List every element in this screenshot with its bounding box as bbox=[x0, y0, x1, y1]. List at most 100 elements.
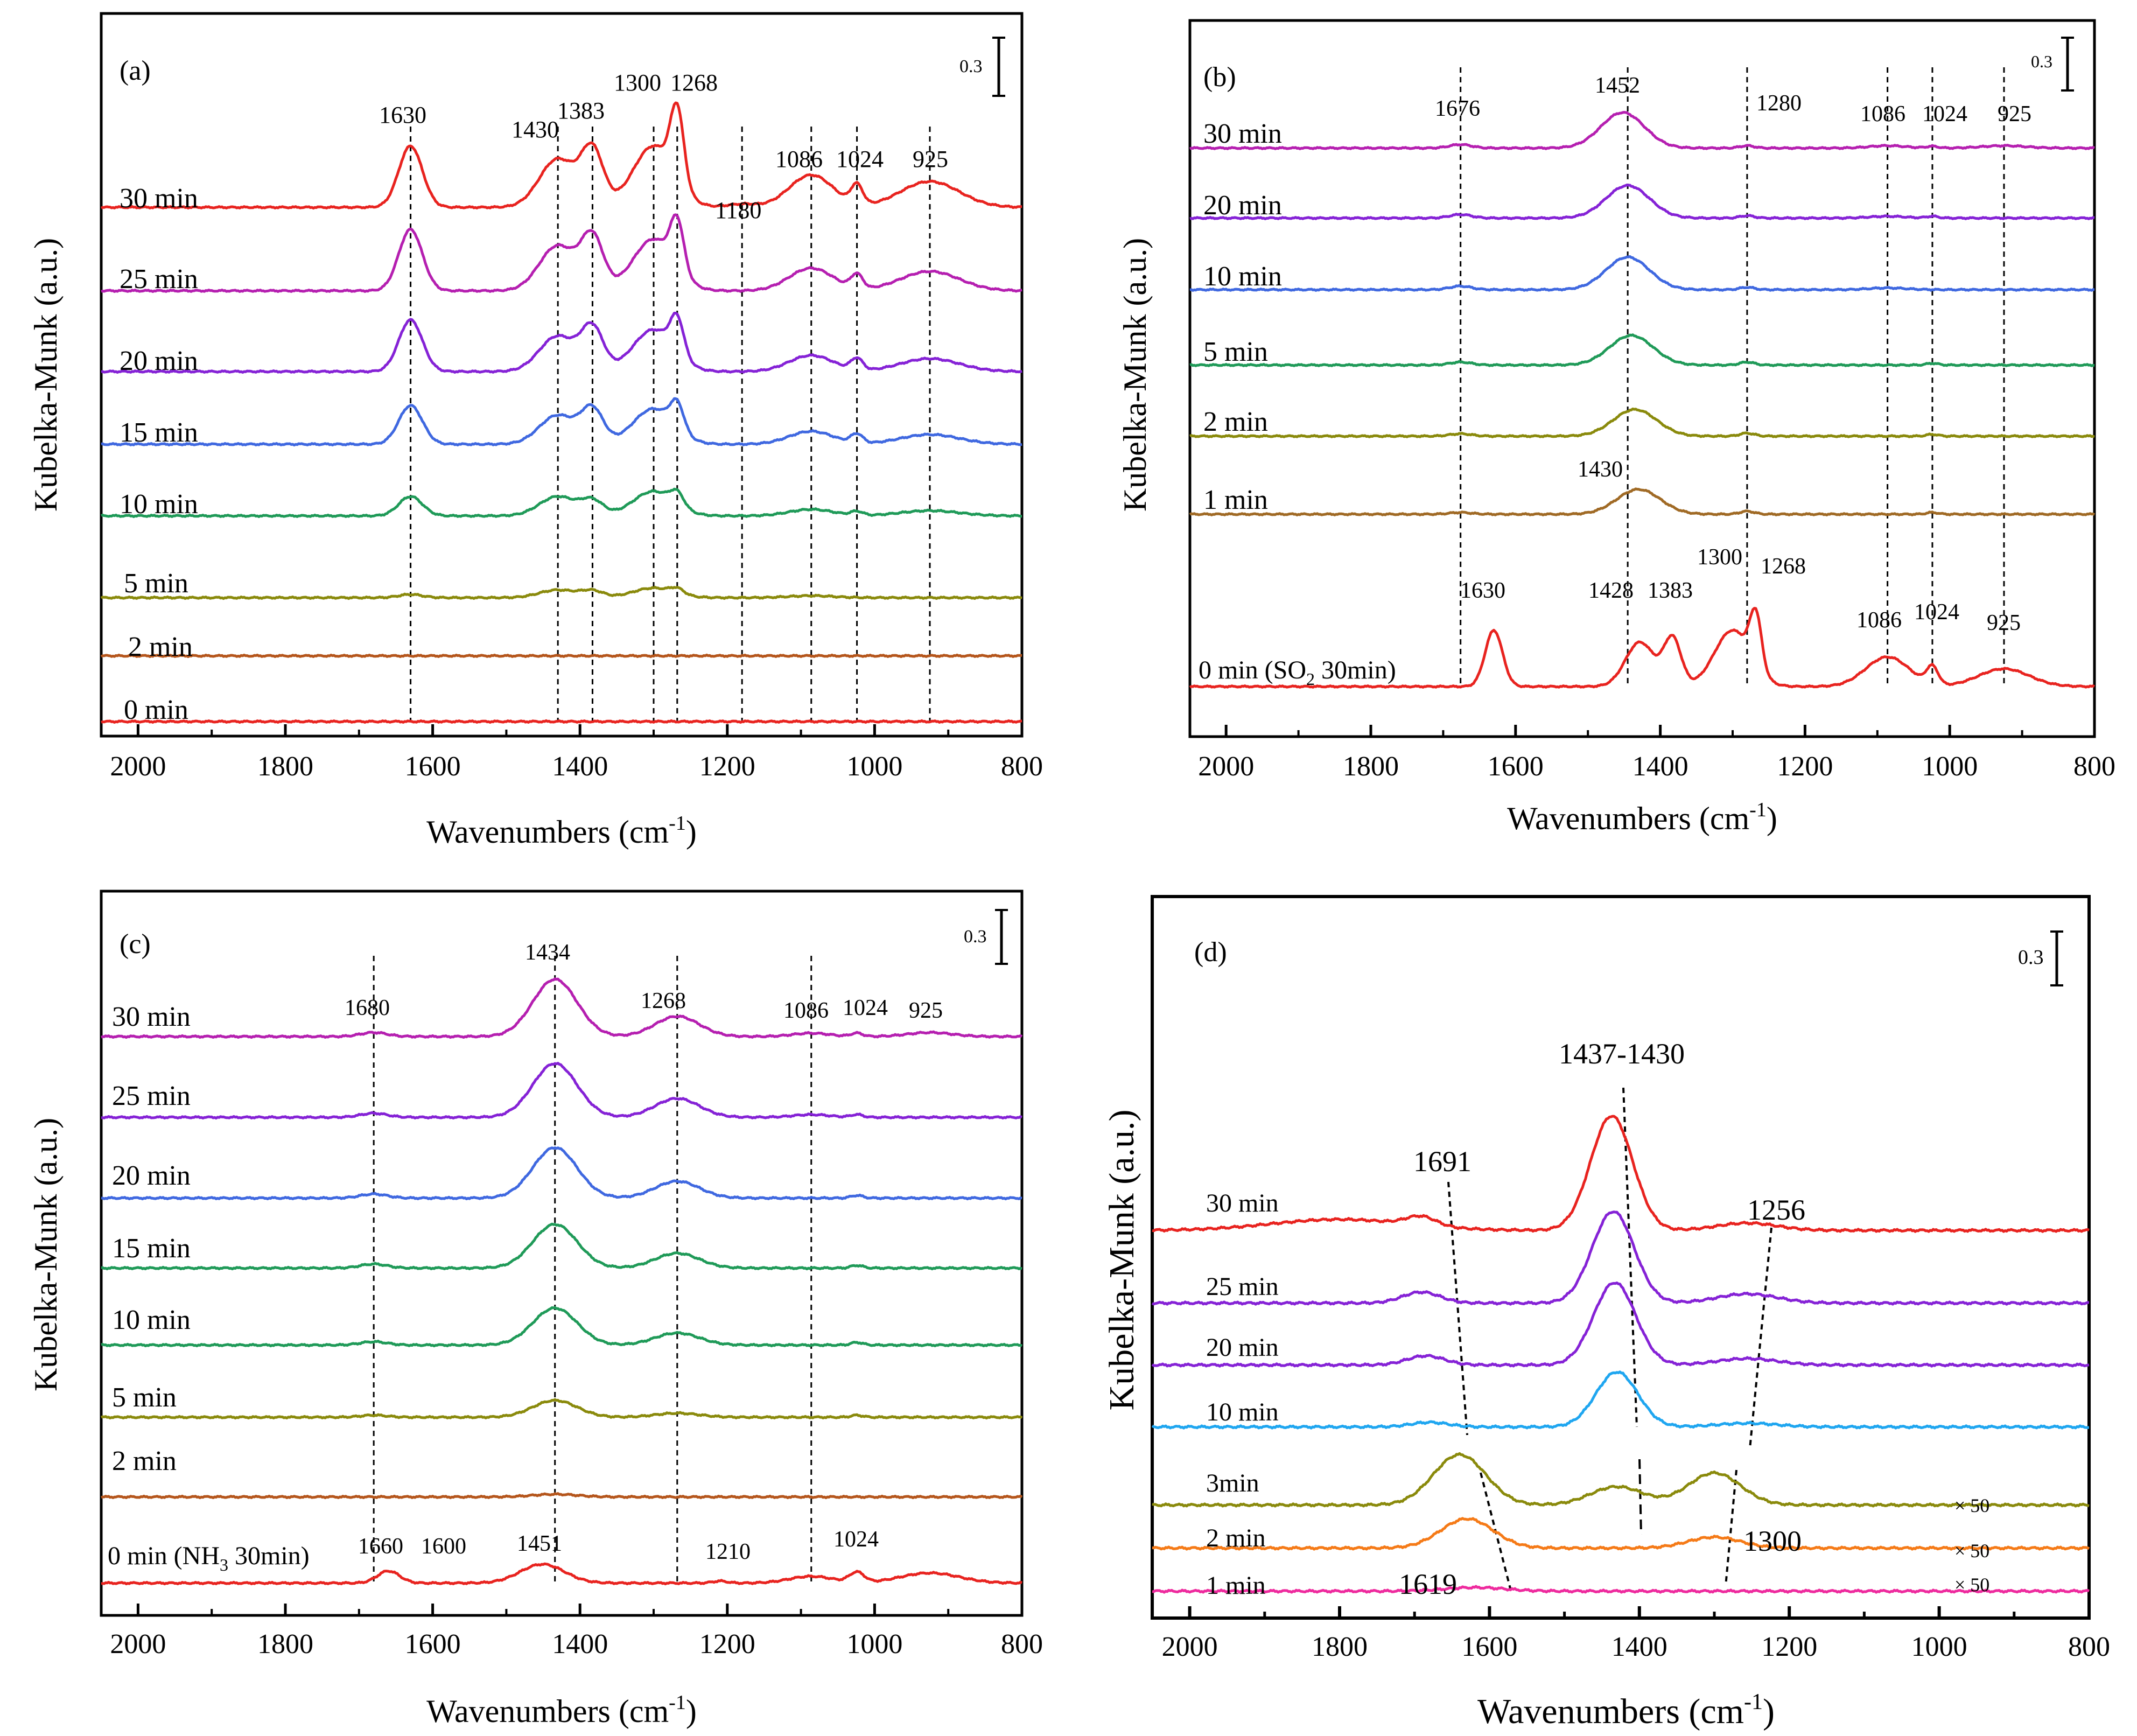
spectrum-15-min-a bbox=[101, 397, 1022, 447]
scale-bar-label-c: 0.3 bbox=[964, 927, 987, 947]
x-axis-title-a: Wavenumbers (cm-1) bbox=[426, 812, 697, 850]
legend-20min-a: 20 min bbox=[120, 346, 198, 376]
x-tick-label-1400-d: 1400 bbox=[1611, 1632, 1667, 1662]
legend-2min-a: 2 min bbox=[128, 632, 193, 662]
x-tick-label-1400-b: 1400 bbox=[1632, 751, 1688, 782]
y-axis-title-c: Kubelka-Munk (a.u.) bbox=[28, 1118, 64, 1391]
peak-label-1086-b0: 1086 bbox=[1856, 608, 1902, 633]
x-tick-label-1600-c: 1600 bbox=[405, 1629, 461, 1660]
spectrum-2-min-b bbox=[1189, 407, 2095, 438]
spectrum-2-min-d bbox=[1152, 1517, 2090, 1551]
x-tick-label-1200-b: 1200 bbox=[1777, 751, 1833, 782]
spectrum-30-min-b bbox=[1189, 111, 2095, 150]
peak-label-1086-b: 1086 bbox=[1860, 102, 1905, 127]
peak-label-1383-b0: 1383 bbox=[1648, 578, 1693, 603]
legend-25min-c: 25 min bbox=[112, 1081, 191, 1111]
plot-frame-a bbox=[100, 12, 1024, 738]
scale-bar-label-a: 0.3 bbox=[959, 57, 983, 76]
peak-label-1024-c: 1024 bbox=[843, 996, 888, 1020]
panel-label-c: (c) bbox=[120, 929, 151, 960]
legend-10min-a: 10 min bbox=[120, 489, 198, 520]
spectrum-10-min-a bbox=[101, 487, 1022, 519]
spectrum-5-min-c bbox=[101, 1398, 1023, 1420]
multiplier-2min-d: × 50 bbox=[1954, 1540, 1989, 1562]
x-tick-label-1000-d: 1000 bbox=[1911, 1632, 1967, 1662]
peak-label-1024-a: 1024 bbox=[836, 146, 884, 172]
peak-label-1300-d: 1300 bbox=[1743, 1525, 1802, 1557]
legend-30min-c: 30 min bbox=[112, 1002, 191, 1032]
peak-label-1437-1430-d: 1437-1430 bbox=[1559, 1038, 1685, 1070]
x-tick-label-2000-c: 2000 bbox=[110, 1629, 166, 1660]
peak-label-1268-a: 1268 bbox=[670, 69, 718, 96]
spectrum-25-min-c bbox=[101, 1062, 1022, 1120]
plot-frame-c bbox=[100, 890, 1024, 1617]
peak-label-1086-c: 1086 bbox=[783, 998, 829, 1023]
peak-label-1430-a: 1430 bbox=[512, 116, 559, 143]
scale-bar-label-b: 0.3 bbox=[2031, 52, 2052, 71]
spectrum-20-min-d bbox=[1151, 1282, 2090, 1368]
legend-20min-b: 20 min bbox=[1203, 190, 1282, 221]
guide-line-slanted-4-d bbox=[1638, 1459, 1642, 1535]
peak-label-925-b0: 925 bbox=[1987, 611, 2021, 635]
peak-label-1691-d: 1691 bbox=[1413, 1145, 1472, 1178]
peak-label-1180-a: 1180 bbox=[715, 197, 761, 223]
x-tick-label-1400-c: 1400 bbox=[552, 1629, 608, 1660]
scale-bar-a: 0.3 bbox=[959, 37, 1005, 97]
guide-line-slanted-1-d bbox=[1622, 1087, 1638, 1427]
spectrum-10-min-d bbox=[1151, 1370, 2089, 1430]
spectrum-2-min-a bbox=[100, 653, 1022, 658]
legend-20min-c: 20 min bbox=[112, 1160, 191, 1191]
guide-lines-a bbox=[410, 127, 931, 722]
spectrum-1-min-d bbox=[1152, 1585, 2090, 1594]
x-tick-label-2000-d: 2000 bbox=[1162, 1632, 1218, 1662]
x-axis-title-b: Wavenumbers (cm-1) bbox=[1507, 799, 1777, 836]
peak-label-1086-a: 1086 bbox=[775, 146, 823, 172]
x-axis-a: 2000 1800 1600 1400 1200 1000 800 bbox=[110, 724, 1043, 782]
spectrum-5-min-a bbox=[100, 586, 1022, 600]
spectrum-30-min-a bbox=[100, 101, 1022, 210]
peak-label-1630-a: 1630 bbox=[379, 102, 426, 128]
spectrum-30-min-c bbox=[101, 977, 1023, 1039]
spectrum-10-min-b bbox=[1189, 255, 2095, 292]
legend-20min-d: 20 min bbox=[1206, 1333, 1279, 1362]
peak-label-1268-b0: 1268 bbox=[1761, 554, 1806, 579]
y-axis-title-d: Kubelka-Munk (a.u.) bbox=[1102, 1109, 1141, 1410]
spectrum-5-min-b bbox=[1189, 333, 2095, 367]
x-tick-label-1400-a: 1400 bbox=[552, 751, 608, 782]
x-tick-label-2000-a: 2000 bbox=[110, 751, 166, 782]
guide-line-slanted-2-d bbox=[1749, 1227, 1772, 1449]
panel-c: (c) 0.3 30 min 25 min 20 min 15 min 10 m… bbox=[28, 890, 1043, 1729]
peak-label-1619-d: 1619 bbox=[1399, 1568, 1457, 1600]
panel-label-d: (d) bbox=[1194, 937, 1227, 968]
peak-label-1630-b0: 1630 bbox=[1460, 578, 1505, 603]
spectrum-25-min-a bbox=[101, 213, 1022, 293]
legend-5min-b: 5 min bbox=[1203, 337, 1268, 367]
x-tick-label-1600-b: 1600 bbox=[1488, 751, 1544, 782]
scale-bar-label-d: 0.3 bbox=[2018, 946, 2044, 969]
peak-label-1452-b: 1452 bbox=[1595, 73, 1640, 98]
peak-label-1676-b: 1676 bbox=[1435, 96, 1480, 121]
spectrum-15-min-c bbox=[101, 1222, 1022, 1271]
spectrum-25-min-d bbox=[1151, 1210, 2090, 1306]
spectrum-0-min-so2-30min--b bbox=[1189, 607, 2096, 689]
peak-label-1451-c0: 1451 bbox=[517, 1531, 562, 1556]
peak-label-1024-b0: 1024 bbox=[1914, 600, 1959, 625]
x-tick-label-1800-c: 1800 bbox=[257, 1629, 313, 1660]
legend-1min-d: 1 min bbox=[1206, 1571, 1266, 1600]
x-tick-label-1000-a: 1000 bbox=[846, 751, 902, 782]
panel-label-a: (a) bbox=[120, 55, 151, 86]
legend-1min-b: 1 min bbox=[1203, 485, 1268, 515]
panel-d: (d) 0.3 30 min 25 min 20 min 10 min 3min… bbox=[1102, 895, 2110, 1731]
x-tick-label-1800-a: 1800 bbox=[257, 751, 313, 782]
spectrum-2-min-c bbox=[101, 1492, 1023, 1500]
peak-label-1280-b: 1280 bbox=[1756, 91, 1802, 116]
legend-10min-b: 10 min bbox=[1203, 261, 1282, 292]
peak-label-1434-c: 1434 bbox=[525, 940, 570, 965]
panel-a: (a) 0.3 30 min 25 min 20 min 15 min 10 m… bbox=[28, 12, 1043, 850]
x-tick-label-800-a: 800 bbox=[1001, 751, 1043, 782]
x-tick-label-1800-d: 1800 bbox=[1312, 1632, 1368, 1662]
peak-label-1268-c: 1268 bbox=[641, 989, 686, 1013]
peak-label-925-b: 925 bbox=[1998, 102, 2031, 127]
spectrum-3min-d bbox=[1152, 1452, 2090, 1508]
legend-2min-c: 2 min bbox=[112, 1446, 177, 1476]
